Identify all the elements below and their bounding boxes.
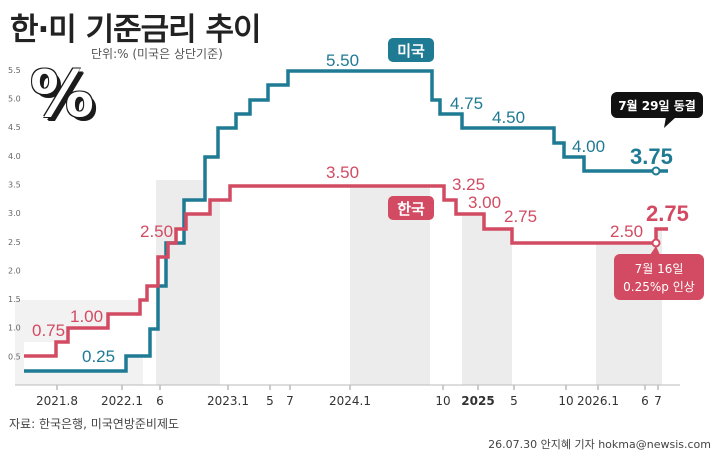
source-note: 자료: 한국은행, 미국연방준비제도: [9, 417, 180, 431]
y-tick-label: 2.5: [8, 238, 21, 247]
y-tick-label: 1.5: [8, 295, 21, 304]
kr-label-1: 1.00: [70, 307, 103, 326]
x-tick-label: 5: [266, 394, 274, 408]
x-tick-label: 6: [156, 394, 164, 408]
x-tick-label: 2021.8: [36, 394, 78, 408]
percent-icon: %: [30, 58, 94, 132]
kr-callout-line1: 7월 16일: [635, 262, 684, 276]
us-endpoint: [651, 166, 661, 176]
x-tick-label: 2025: [461, 394, 494, 408]
y-tick-label: 2.0: [8, 266, 21, 275]
x-tick-label: 7: [286, 394, 294, 408]
us-callout-pointer: [664, 117, 676, 128]
kr-label-0: 0.75: [32, 321, 65, 340]
x-tick-label: 2022.1: [101, 394, 143, 408]
y-tick-label: 0.5: [8, 352, 21, 361]
kr-label-6: 2.75: [504, 207, 537, 226]
gap-fill: [24, 71, 668, 371]
x-tick-label: 2023.1: [207, 394, 249, 408]
kr-label-5: 3.00: [468, 193, 501, 212]
y-tick-label: 3.5: [8, 180, 21, 189]
us-label-5: 3.75: [630, 144, 673, 169]
us-label-1: 5.50: [326, 51, 359, 70]
us-callout: [611, 92, 703, 118]
y-tick-label: 5.5: [8, 66, 21, 75]
x-tick-label: 10: [558, 394, 573, 408]
kr-label-7: 2.50: [610, 222, 643, 241]
kr-endpoint: [651, 238, 661, 248]
kr-label-8: 2.75: [646, 201, 689, 226]
x-tick-label: 2024.1: [329, 394, 371, 408]
us-label-3: 4.50: [492, 108, 525, 127]
us-label-2: 4.75: [450, 94, 483, 113]
us-badge: [388, 38, 434, 62]
us-callout-text: 7월 29일 동결: [618, 98, 696, 113]
y-tick-label: 5.0: [8, 95, 21, 104]
series-line-kr: [24, 184, 668, 358]
kr-callout: [614, 254, 704, 300]
x-tick-label: 2026.1: [577, 394, 619, 408]
y-tick-label: 1.0: [8, 324, 21, 333]
kr-label-4: 3.25: [452, 175, 485, 194]
y-tick-label: 4.0: [8, 152, 21, 161]
x-tick-label: 7: [654, 394, 662, 408]
x-tick-label: 5: [510, 394, 518, 408]
y-tick-label: 4.5: [8, 123, 21, 132]
us-badge-label: 미국: [397, 42, 425, 60]
unit-note: 단위:% (미국은 상단기준): [91, 47, 223, 61]
kr-callout-line2: 0.25%p 인상: [623, 280, 695, 294]
kr-label-2: 2.50: [140, 222, 173, 241]
page-title: 한·미 기준금리 추이: [10, 12, 262, 48]
credit-note: 26.07.30 안지혜 기자 hokma@newsis.com: [488, 438, 711, 451]
us-label-0: 0.25: [82, 347, 115, 366]
y-tick-label: 3.0: [8, 209, 21, 218]
us-label-4: 4.00: [572, 137, 605, 156]
kr-badge-label: 한국: [397, 200, 425, 218]
kr-label-3: 3.50: [326, 163, 359, 182]
x-tick-label: 6: [641, 394, 649, 408]
kr-badge: [388, 196, 434, 220]
kr-callout-pointer: [650, 246, 660, 255]
x-tick-label: 10: [435, 394, 450, 408]
